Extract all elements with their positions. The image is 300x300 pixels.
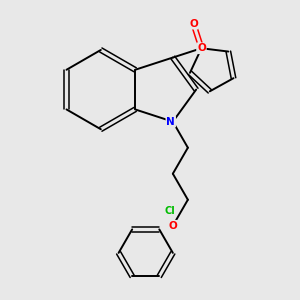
Text: O: O bbox=[169, 221, 177, 231]
Text: O: O bbox=[189, 19, 198, 28]
Text: N: N bbox=[167, 117, 175, 127]
Text: Cl: Cl bbox=[165, 206, 176, 216]
Text: O: O bbox=[197, 43, 206, 53]
